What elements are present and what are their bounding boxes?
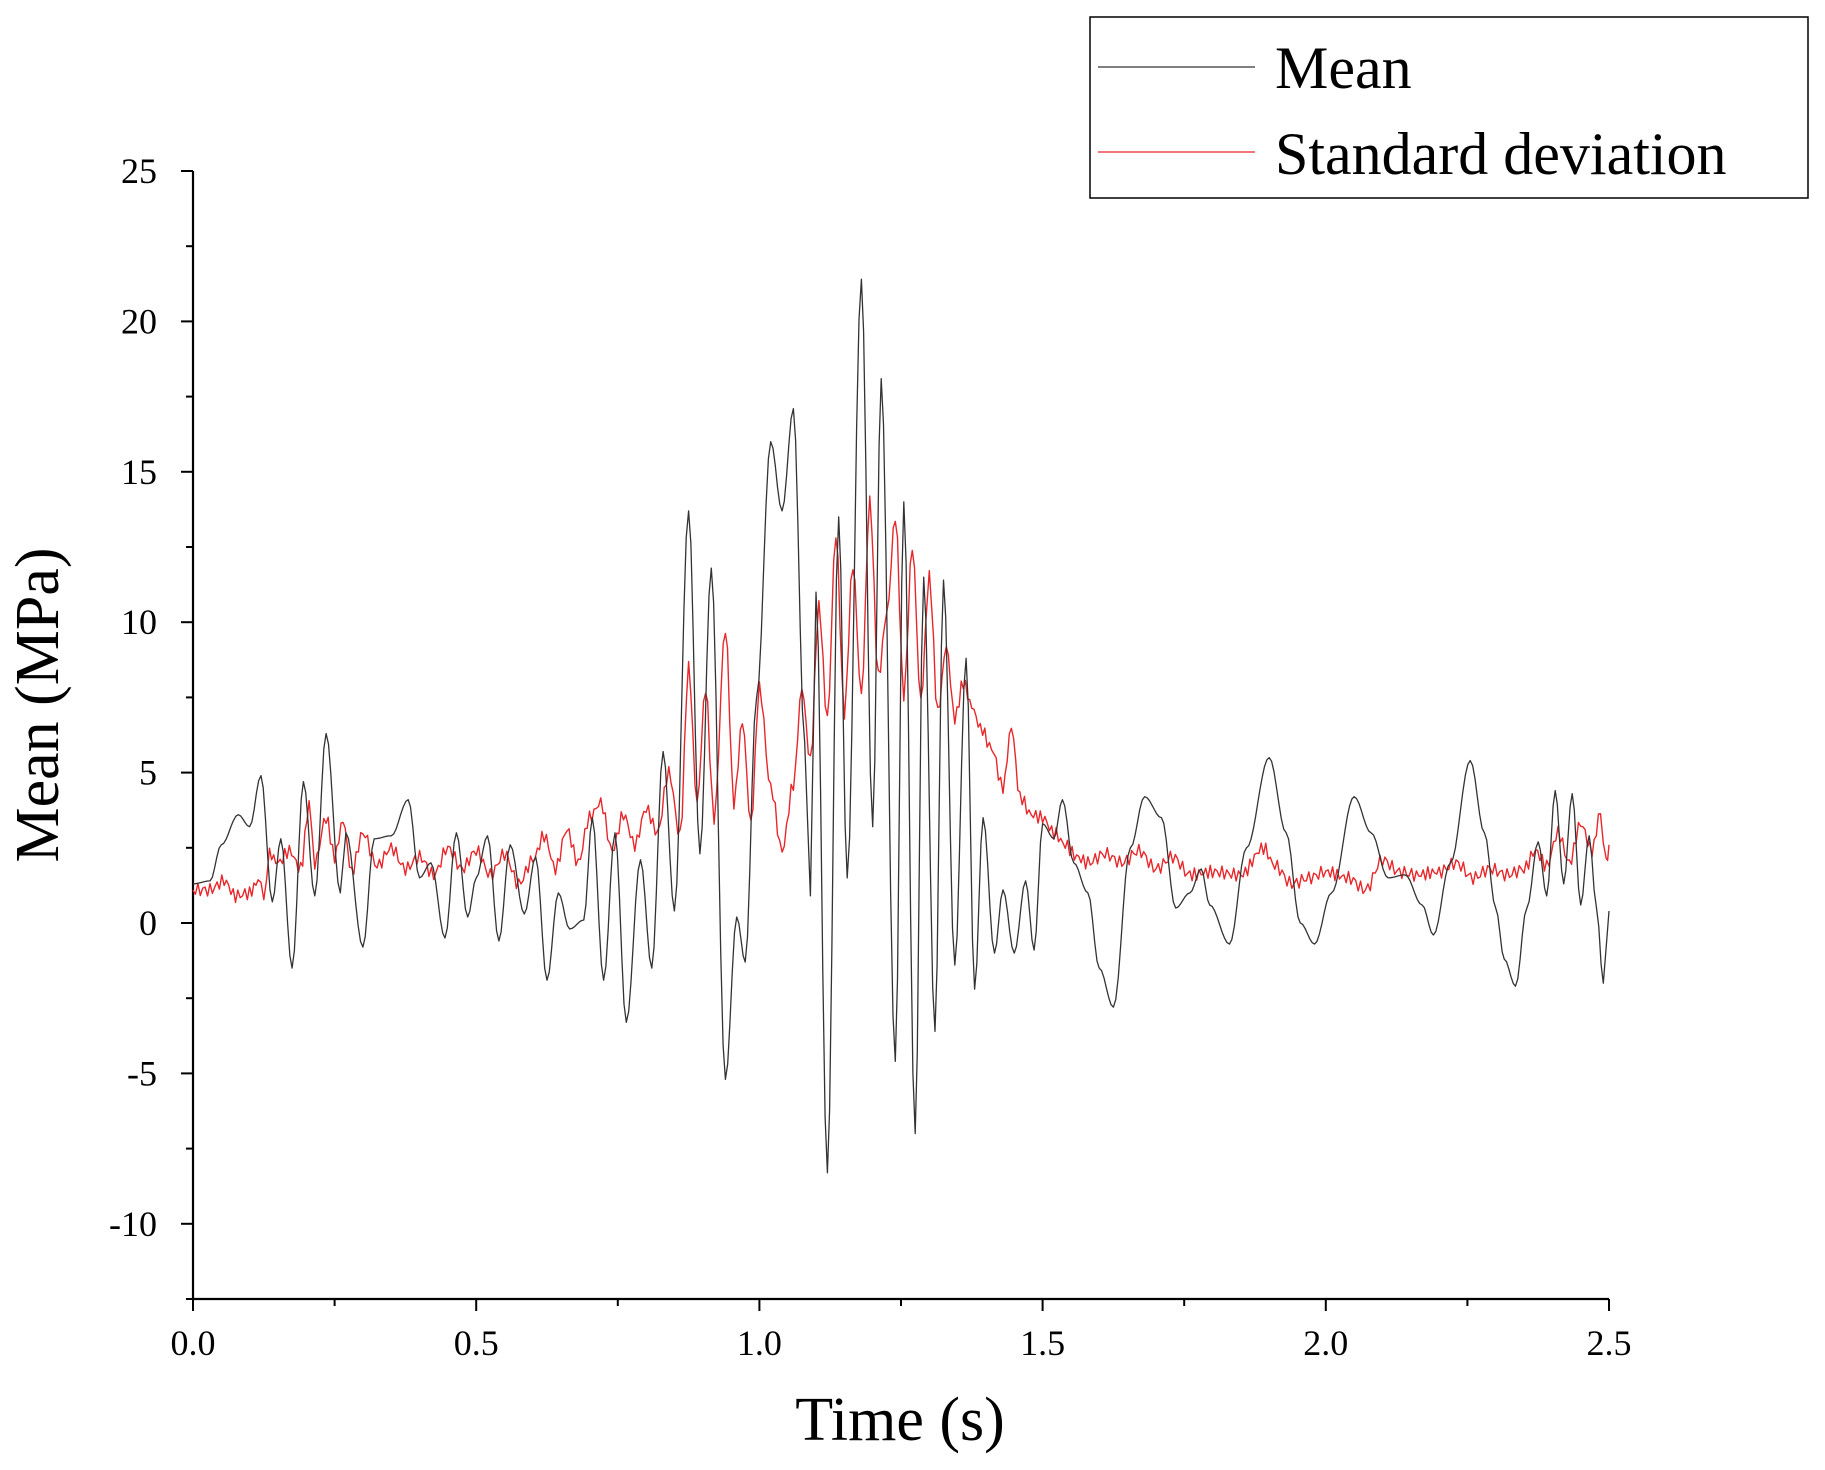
y-tick-label: 10 xyxy=(121,602,157,642)
y-tick-label: -5 xyxy=(127,1053,157,1093)
y-tick-label: 0 xyxy=(139,903,157,943)
y-tick-label: 25 xyxy=(121,151,157,191)
legend-label-mean: Mean xyxy=(1275,35,1412,101)
series-line-standard-deviation xyxy=(192,495,1610,904)
legend-label-standard-deviation: Standard deviation xyxy=(1275,121,1727,187)
x-tick-label: 0.5 xyxy=(454,1323,499,1363)
series-layer xyxy=(192,278,1610,1174)
y-tick-label: 20 xyxy=(121,301,157,341)
legend: Mean Standard deviation xyxy=(1089,16,1809,199)
legend-box xyxy=(1089,16,1809,199)
y-tick-label: -10 xyxy=(109,1204,157,1244)
y-tick-label: 5 xyxy=(139,753,157,793)
x-axis-title: Time (s) xyxy=(795,1386,1005,1454)
y-tick-label: 15 xyxy=(121,452,157,492)
axes: 0.0 0.5 1.0 1.5 2.0 2.5 -10 -5 0 5 10 15 20 25 xyxy=(109,151,1632,1363)
x-tick-label: 0.0 xyxy=(171,1323,216,1363)
x-tick-label: 2.5 xyxy=(1587,1323,1632,1363)
x-tick-label: 2.0 xyxy=(1303,1323,1348,1363)
x-tick-label: 1.5 xyxy=(1020,1323,1065,1363)
x-tick-label: 1.0 xyxy=(737,1323,782,1363)
series-line-mean xyxy=(192,278,1610,1174)
y-axis-title: Mean (MPa) xyxy=(4,547,72,862)
